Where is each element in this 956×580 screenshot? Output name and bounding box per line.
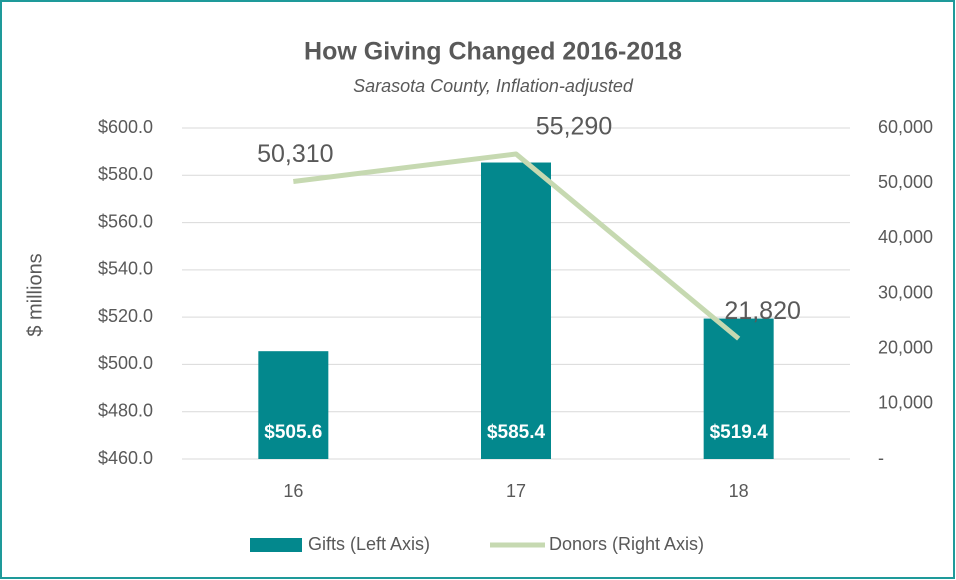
line-value-label: 21,820 <box>724 297 800 325</box>
y-tick-label: $460.0 <box>98 448 153 468</box>
x-tick-label: 18 <box>729 481 749 501</box>
y-tick-label: $540.0 <box>98 259 153 279</box>
y2-tick-label: 10,000 <box>878 393 933 413</box>
x-tick-label: 16 <box>283 481 303 501</box>
y2-tick-label: 40,000 <box>878 227 933 247</box>
legend-label: Donors (Right Axis) <box>549 534 704 554</box>
y-tick-label: $560.0 <box>98 211 153 231</box>
bar-value-label: $505.6 <box>264 422 322 443</box>
y2-tick-label: - <box>878 448 884 468</box>
y-tick-label: $580.0 <box>98 164 153 184</box>
legend-swatch <box>250 538 302 552</box>
bar-value-label: $585.4 <box>487 422 546 443</box>
y-tick-label: $600.0 <box>98 117 153 137</box>
y-axis-label: $ millions <box>24 253 46 336</box>
line-value-label: 50,310 <box>257 140 333 168</box>
chart-title: How Giving Changed 2016-2018 <box>304 38 682 66</box>
y2-tick-label: 20,000 <box>878 337 933 357</box>
line-value-label: 55,290 <box>536 113 612 141</box>
y2-tick-label: 50,000 <box>878 172 933 192</box>
bar <box>258 351 329 459</box>
y-tick-label: $520.0 <box>98 306 153 326</box>
y2-tick-label: 30,000 <box>878 282 933 302</box>
y2-tick-label: 60,000 <box>878 117 933 137</box>
chart-subtitle: Sarasota County, Inflation-adjusted <box>353 76 634 96</box>
y-tick-label: $480.0 <box>98 400 153 420</box>
line <box>293 151 741 341</box>
bar <box>481 162 551 460</box>
y-tick-label: $500.0 <box>98 353 153 373</box>
legend-label: Gifts (Left Axis) <box>308 534 430 554</box>
bar-value-label: $519.4 <box>710 422 769 443</box>
bar <box>703 318 774 459</box>
x-tick-label: 17 <box>506 481 526 501</box>
